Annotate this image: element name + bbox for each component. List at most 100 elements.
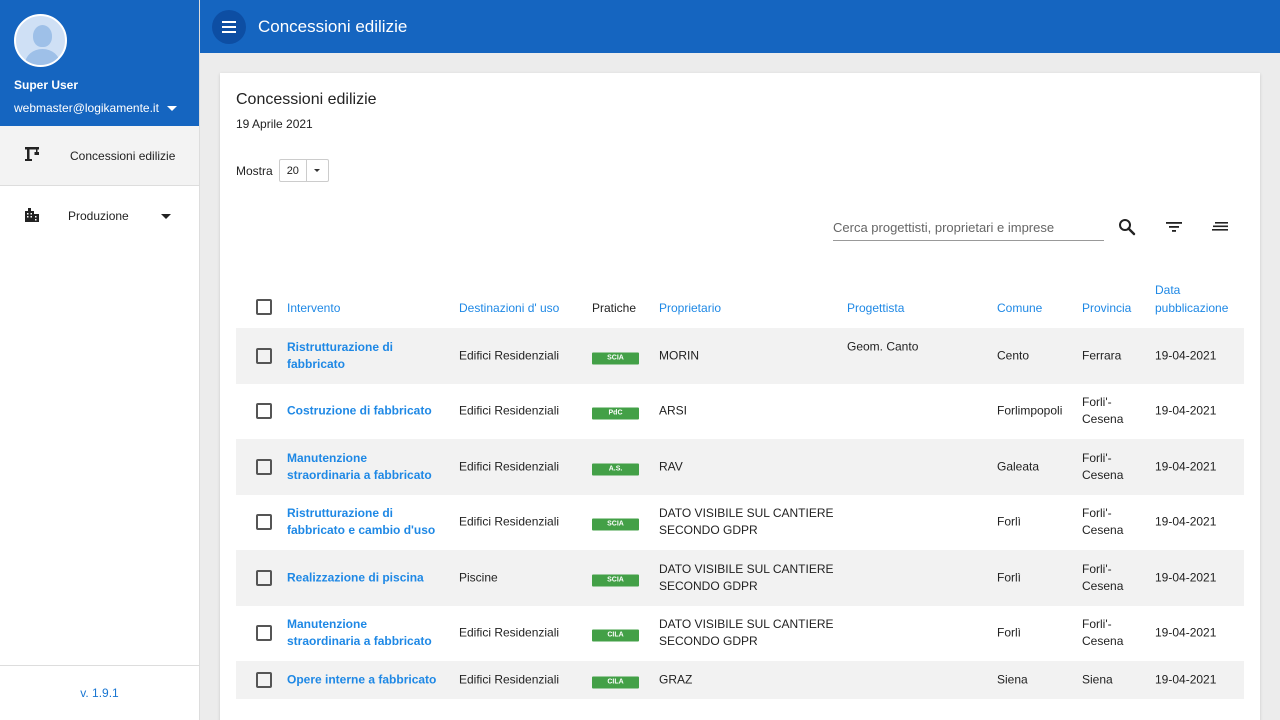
user-panel: Super User webmaster@logikamente.it: [0, 0, 199, 126]
pratiche-cell: PdC: [592, 403, 639, 420]
col-progettista[interactable]: Progettista: [847, 301, 905, 315]
destinazioni-cell: Edifici Residenziali: [459, 672, 560, 687]
pratiche-badge: SCIA: [592, 352, 639, 365]
table-row[interactable]: Realizzazione di piscina Piscine SCIA DATO …: [236, 550, 1244, 606]
proprietario-cell: DATO VISIBILE SUL CANTIERE SECONDO GDPR: [659, 506, 834, 538]
search-icon[interactable]: [1116, 216, 1138, 238]
destinazioni-cell: Edifici Residenziali: [459, 459, 560, 474]
comune-cell: Siena: [997, 672, 1028, 687]
provincia-cell: Siena: [1082, 672, 1113, 687]
col-proprietario[interactable]: Proprietario: [659, 301, 722, 315]
data-cell: 19-04-2021: [1155, 403, 1217, 418]
data-cell: 19-04-2021: [1155, 514, 1217, 529]
intervento-link[interactable]: Opere interne a fabbricato: [287, 672, 437, 687]
comune-cell: Forlì: [997, 625, 1021, 640]
sort-icon[interactable]: [1209, 216, 1231, 238]
provincia-cell: Forli'-Cesena: [1082, 450, 1124, 482]
destinazioni-cell: Edifici Residenziali: [459, 625, 560, 640]
proprietario-cell: DATO VISIBILE SUL CANTIERE SECONDO GDPR: [659, 561, 834, 593]
page-title: Concessioni edilizie: [258, 16, 408, 36]
app-version: v. 1.9.1: [0, 665, 199, 720]
comune-cell: Forlimpopoli: [997, 403, 1063, 418]
provincia-cell: Forli'-Cesena: [1082, 506, 1124, 538]
card-title: Concessioni edilizie: [236, 91, 377, 108]
proprietario-cell: ARSI: [659, 403, 688, 418]
proprietario-cell: GRAZ: [659, 672, 693, 687]
col-data-line2[interactable]: pubblicazione: [1155, 301, 1229, 315]
row-checkbox[interactable]: [256, 672, 272, 688]
pratiche-cell: SCIA: [592, 347, 639, 365]
destinazioni-cell: Edifici Residenziali: [459, 514, 560, 529]
proprietario-cell: RAV: [659, 459, 683, 474]
col-comune[interactable]: Comune: [997, 301, 1043, 315]
data-cell: 19-04-2021: [1155, 348, 1217, 363]
pratiche-badge: SCIA: [592, 574, 639, 587]
chevron-down-icon: [167, 105, 177, 111]
destinazioni-cell: Edifici Residenziali: [459, 403, 560, 418]
page-size-select[interactable]: 20: [278, 159, 329, 182]
sidebar-item-produzione[interactable]: Produzione: [0, 186, 199, 246]
pratiche-badge: CILA: [592, 629, 639, 642]
row-checkbox[interactable]: [256, 458, 272, 475]
table-header: Intervento Destinazioni d' uso Pratiche …: [236, 273, 1244, 328]
chevron-down-icon[interactable]: [161, 214, 171, 219]
pratiche-cell: SCIA: [592, 569, 639, 587]
page-size-value: 20: [286, 164, 299, 177]
table-row[interactable]: Manutenzione straordinaria a fabbricato E…: [236, 439, 1244, 495]
pratiche-cell: A.S.: [592, 458, 639, 476]
proprietario-cell: MORIN: [659, 348, 699, 363]
progettista-cell: Geom. Canto: [847, 339, 919, 354]
row-checkbox[interactable]: [256, 403, 272, 420]
row-checkbox[interactable]: [256, 347, 272, 364]
select-all-checkbox[interactable]: [256, 299, 272, 315]
intervento-link[interactable]: Ristrutturazione di fabbricato e cambio …: [287, 506, 436, 538]
sidebar-item-concessioni[interactable]: Concessioni edilizie: [0, 126, 199, 186]
app-bar: Concessioni edilizie: [200, 0, 1280, 53]
data-cell: 19-04-2021: [1155, 672, 1217, 687]
pratiche-badge: SCIA: [592, 518, 639, 531]
user-menu-toggle[interactable]: webmaster@logikamente.it: [14, 101, 185, 115]
sidebar-item-label: Produzione: [68, 209, 129, 223]
intervento-link[interactable]: Manutenzione straordinaria a fabbricato: [287, 450, 432, 482]
table-row[interactable]: Opere interne a fabbricato Edifici Reside…: [236, 661, 1244, 699]
pratiche-badge: PdC: [592, 407, 639, 420]
sidebar: Super User webmaster@logikamente.it Conc…: [0, 0, 200, 720]
row-checkbox[interactable]: [256, 625, 272, 642]
table-row[interactable]: Ristrutturazione di fabbricato e cambio …: [236, 495, 1244, 551]
table-row[interactable]: Manutenzione straordinaria a fabbricato E…: [236, 606, 1244, 662]
building-icon: [24, 207, 40, 226]
dropdown-arrow-icon: [305, 160, 328, 181]
col-destinazioni[interactable]: Destinazioni d' uso: [459, 301, 560, 315]
concessions-table: Intervento Destinazioni d' uso Pratiche …: [236, 273, 1244, 699]
user-email: webmaster@logikamente.it: [14, 101, 159, 115]
provincia-cell: Forli'-Cesena: [1082, 617, 1124, 649]
page-size-label: Mostra: [236, 163, 273, 178]
pratiche-cell: SCIA: [592, 514, 639, 531]
intervento-link[interactable]: Ristrutturazione di fabbricato: [287, 339, 394, 371]
col-data-line1[interactable]: Data: [1155, 283, 1181, 297]
intervento-link[interactable]: Realizzazione di piscina: [287, 570, 424, 585]
data-cell: 19-04-2021: [1155, 570, 1217, 585]
intervento-link[interactable]: Manutenzione straordinaria a fabbricato: [287, 617, 432, 649]
row-checkbox[interactable]: [256, 514, 272, 531]
table-row[interactable]: Ristrutturazione di fabbricato Edifici Re…: [236, 328, 1244, 384]
search-input[interactable]: [833, 215, 1104, 240]
col-provincia[interactable]: Provincia: [1082, 301, 1132, 315]
provincia-cell: Forli'-Cesena: [1082, 561, 1124, 593]
search-field: [833, 215, 1104, 241]
filter-icon[interactable]: [1163, 216, 1185, 238]
intervento-link[interactable]: Costruzione di fabbricato: [287, 403, 432, 418]
proprietario-cell: DATO VISIBILE SUL CANTIERE SECONDO GDPR: [659, 617, 834, 649]
menu-icon[interactable]: [212, 9, 246, 44]
col-intervento[interactable]: Intervento: [287, 301, 341, 315]
table-row[interactable]: Costruzione di fabbricato Edifici Residen…: [236, 384, 1244, 440]
user-name: Super User: [14, 78, 79, 92]
destinazioni-cell: Piscine: [459, 570, 498, 585]
provincia-cell: Ferrara: [1082, 348, 1122, 363]
comune-cell: Galeata: [997, 459, 1040, 474]
card-date: 19 Aprile 2021: [236, 117, 313, 131]
sidebar-item-label: Concessioni edilizie: [70, 148, 176, 163]
data-cell: 19-04-2021: [1155, 625, 1217, 640]
row-checkbox[interactable]: [256, 569, 272, 586]
comune-cell: Cento: [997, 348, 1030, 363]
